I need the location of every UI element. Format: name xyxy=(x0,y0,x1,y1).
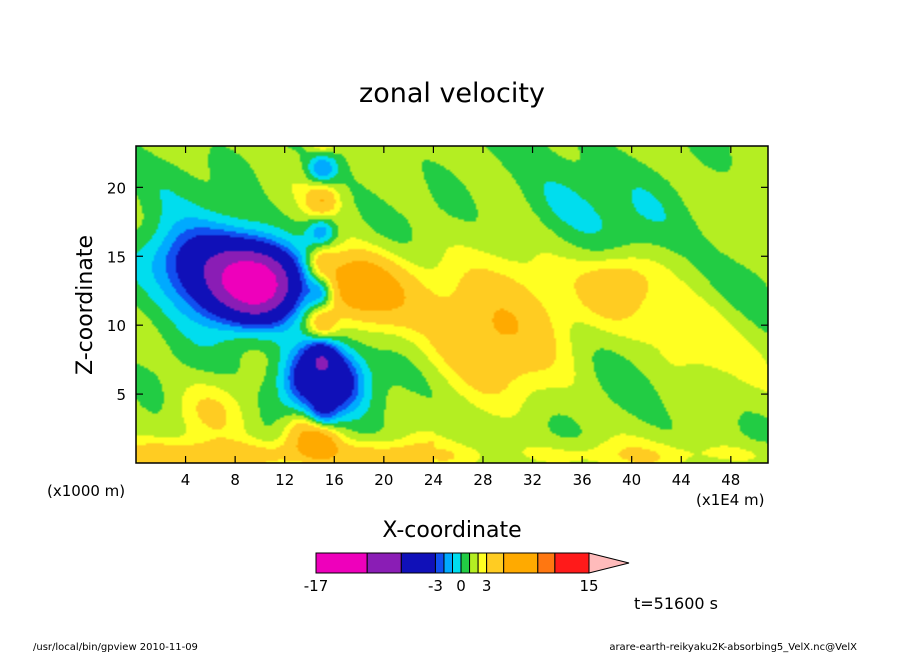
colorbar-segment xyxy=(537,552,556,574)
x-tick-label: 8 xyxy=(230,471,240,489)
x-tick-label: 28 xyxy=(473,471,492,489)
colorbar-segment xyxy=(400,552,436,574)
colorbar-tick-label: -3 xyxy=(428,577,443,595)
colorbar-segment xyxy=(460,552,471,574)
x-tick-label: 24 xyxy=(424,471,443,489)
colorbar-segment xyxy=(554,552,590,574)
y-axis-ticks: 5 10 15 20 xyxy=(107,179,768,404)
colorbar-segment xyxy=(477,552,488,574)
x-tick-label: 4 xyxy=(181,471,191,489)
colorbar-tick-label: -17 xyxy=(304,577,329,595)
footer-right: arare-earth-reikyaku2K-absorbing5_VelX.n… xyxy=(609,642,857,653)
y-tick-label: 20 xyxy=(107,179,126,197)
colorbar: -17 -3 0 3 15 xyxy=(304,552,630,595)
y-tick-label: 10 xyxy=(107,317,126,335)
x-tick-label: 32 xyxy=(523,471,542,489)
x-axis-label: X-coordinate xyxy=(382,518,521,543)
x-tick-label: 44 xyxy=(672,471,691,489)
plot-frame xyxy=(135,145,769,464)
plot-area xyxy=(135,145,769,464)
colorbar-segment xyxy=(452,552,462,574)
time-label: t=51600 s xyxy=(634,594,718,613)
x-tick-label: 12 xyxy=(275,471,294,489)
colorbar-overflow-arrow xyxy=(588,552,630,574)
colorbar-segment xyxy=(503,552,539,574)
colorbar-segment xyxy=(434,552,445,574)
colorbar-tick-label: 3 xyxy=(482,577,492,595)
x-tick-label: 40 xyxy=(622,471,641,489)
y-axis-label: Z-coordinate xyxy=(73,235,98,375)
x-unit-right: (x1E4 m) xyxy=(696,491,765,509)
colorbar-segment xyxy=(366,552,402,574)
colorbar-segment xyxy=(486,552,505,574)
velocity-field xyxy=(136,146,768,463)
x-tick-label: 36 xyxy=(573,471,592,489)
colorbar-segment xyxy=(469,552,479,574)
x-tick-label: 16 xyxy=(325,471,344,489)
y-tick-label: 5 xyxy=(116,386,126,404)
colorbar-tick-label: 15 xyxy=(579,577,598,595)
chart-title: zonal velocity xyxy=(359,78,545,109)
colorbar-segment xyxy=(443,552,453,574)
x-tick-label: 20 xyxy=(374,471,393,489)
x-tick-label: 48 xyxy=(721,471,740,489)
x-axis-ticks: 4 8 12 16 20 24 28 32 36 40 44 48 xyxy=(181,146,740,489)
footer-left: /usr/local/bin/gpview 2010-11-09 xyxy=(33,642,198,653)
x-unit-left: (x1000 m) xyxy=(47,482,125,500)
colorbar-segment xyxy=(315,552,368,574)
y-tick-label: 15 xyxy=(107,248,126,266)
colorbar-tick-label: 0 xyxy=(456,577,466,595)
